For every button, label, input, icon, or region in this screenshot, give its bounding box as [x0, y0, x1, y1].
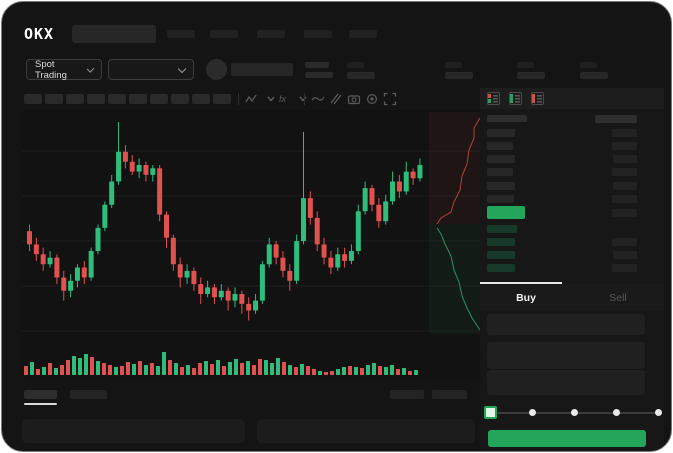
bid-amount-placeholder [612, 264, 637, 272]
stat-label [445, 62, 462, 68]
orderbook-header-price [487, 115, 527, 122]
ask-price-placeholder[interactable] [487, 155, 515, 163]
orderbook-header-amount [595, 115, 637, 123]
timeframe-button[interactable] [24, 94, 42, 104]
orderbook-layout-combined-book-icon[interactable] [487, 92, 500, 105]
bottom-panel [257, 419, 475, 443]
bid-price-placeholder[interactable] [487, 238, 515, 246]
nav-item[interactable] [257, 30, 285, 38]
amount-field[interactable] [487, 370, 645, 395]
fullscreen-icon[interactable] [383, 92, 397, 106]
timeframe-button[interactable] [45, 94, 63, 104]
ask-amount-placeholder [612, 142, 637, 150]
bottom-tab[interactable] [70, 390, 107, 399]
nav-item[interactable] [210, 30, 238, 38]
bid-amount-placeholder [613, 251, 637, 259]
bid-price-placeholder[interactable] [487, 251, 515, 259]
last-price-badge [487, 206, 525, 219]
bottom-action[interactable] [432, 390, 467, 399]
bottom-action[interactable] [390, 390, 424, 399]
stat-value [445, 72, 473, 79]
okx-logo[interactable]: OKX [24, 25, 55, 43]
candlestick-chart [22, 122, 482, 332]
stat-value [517, 72, 545, 79]
stat-value [347, 72, 375, 79]
coin-avatar [206, 59, 227, 80]
ask-amount-placeholder [612, 195, 637, 203]
ask-price-placeholder[interactable] [487, 182, 515, 190]
stat-value [580, 72, 608, 79]
timeframe-button[interactable] [192, 94, 210, 104]
timeframe-button[interactable] [171, 94, 189, 104]
market-type-label: Spot Trading [35, 58, 67, 81]
bottom-panel [22, 419, 245, 443]
ask-price-placeholder[interactable] [487, 142, 513, 150]
nav-item[interactable] [167, 30, 195, 38]
tab-buy[interactable]: Buy [516, 291, 536, 304]
price-field[interactable] [487, 342, 645, 369]
nav-item[interactable] [349, 30, 377, 38]
chevron-down-icon[interactable] [296, 92, 310, 106]
ask-price-placeholder[interactable] [487, 168, 513, 176]
last-amount-placeholder [612, 209, 637, 217]
slider-stop[interactable] [654, 409, 662, 416]
ask-amount-placeholder [612, 129, 637, 137]
active-tab-indicator [480, 282, 562, 284]
ask-amount-placeholder [612, 168, 637, 176]
bottom-tab-indicator [24, 403, 57, 405]
bid-amount-placeholder [612, 238, 637, 246]
slider-stop[interactable] [612, 409, 620, 416]
order-type-field[interactable] [487, 314, 645, 335]
pair-selector-dropdown[interactable] [108, 59, 194, 80]
slider-stop[interactable] [570, 409, 578, 416]
orderbook-layout-bids-only-icon[interactable] [509, 92, 522, 105]
bid-price-placeholder[interactable] [487, 225, 517, 233]
svg-text:fx: fx [279, 94, 287, 104]
timeframe-button[interactable] [87, 94, 105, 104]
pair-name-placeholder [231, 63, 293, 76]
search-input[interactable] [72, 25, 156, 43]
stat-label [347, 62, 364, 68]
draw-tools-icon[interactable] [329, 92, 343, 106]
timeframe-button[interactable] [108, 94, 126, 104]
price-change-placeholder [305, 72, 333, 78]
timeframe-button[interactable] [213, 94, 231, 104]
orderbook-layout-asks-only-icon[interactable] [531, 92, 544, 105]
market-type-dropdown[interactable]: Spot Trading [26, 58, 102, 81]
volume-chart [24, 352, 418, 375]
bid-price-placeholder[interactable] [487, 264, 515, 272]
chevron-down-icon[interactable] [264, 92, 278, 106]
camera-icon[interactable] [347, 92, 361, 106]
timeframe-button[interactable] [129, 94, 147, 104]
ask-amount-placeholder [613, 182, 637, 190]
stat-label [517, 62, 534, 68]
stat-label [580, 62, 597, 68]
timeframe-button[interactable] [66, 94, 84, 104]
timeframe-button[interactable] [150, 94, 168, 104]
slider-stop[interactable] [528, 409, 536, 416]
last-price-placeholder [305, 62, 329, 68]
buy-button[interactable] [488, 430, 646, 447]
depth-overlay [429, 112, 480, 334]
tab-sell[interactable]: Sell [609, 291, 627, 304]
ask-amount-placeholder [613, 155, 637, 163]
amount-slider[interactable] [484, 406, 662, 419]
nav-item[interactable] [304, 30, 332, 38]
order-panel: Buy Sell [480, 88, 664, 451]
slider-handle[interactable] [484, 406, 497, 419]
chevron-down-icon [177, 64, 187, 73]
buy-sell-tabs: Buy Sell [480, 284, 664, 311]
indicators-fx-icon[interactable]: fx [278, 92, 292, 106]
price-chart[interactable] [22, 110, 482, 380]
settings-icon[interactable] [365, 92, 379, 106]
candle-style-icon[interactable] [245, 92, 259, 106]
chevron-down-icon [86, 64, 95, 73]
ask-price-placeholder[interactable] [487, 195, 514, 203]
orderbook-toolbar [480, 88, 664, 109]
line-tool-icon[interactable] [311, 92, 325, 106]
ask-price-placeholder[interactable] [487, 129, 515, 137]
bottom-tab[interactable] [24, 390, 57, 399]
